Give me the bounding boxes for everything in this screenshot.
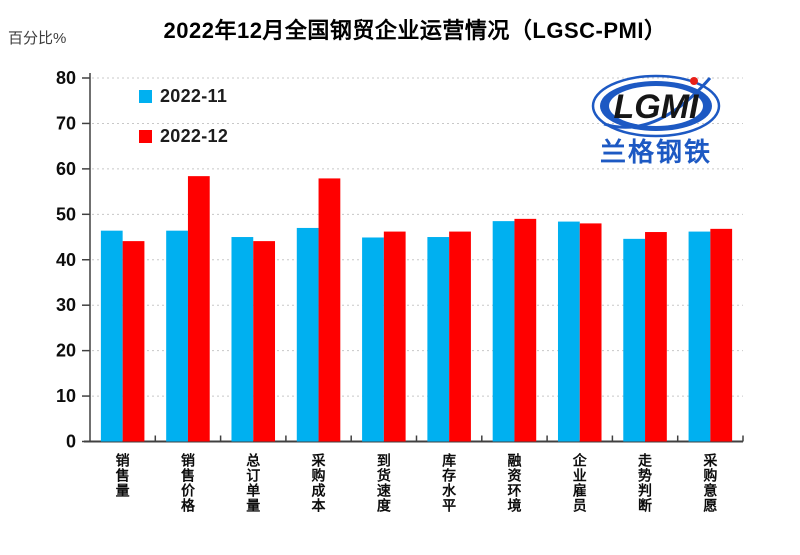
bar-2022-12-销售价格 <box>187 176 210 442</box>
y-axis-tick-label: 60 <box>56 159 76 179</box>
legend-swatch-2022-12 <box>139 129 152 143</box>
bar-2022-11-走势判断 <box>623 238 646 442</box>
x-category-label: 采购成本 <box>311 453 327 514</box>
y-axis-unit-label: 百分比% <box>8 30 67 47</box>
legend-item-2022-11: 2022-11 <box>139 85 228 107</box>
bar-2022-11-销售量 <box>100 230 123 442</box>
chart-title: 2022年12月全国钢贸企业运营情况（LGSC-PMI） <box>163 18 667 43</box>
y-axis-tick-label: 20 <box>56 341 76 361</box>
bar-2022-12-企业雇员 <box>579 223 602 442</box>
logo-text: LGMI <box>614 88 701 126</box>
legend-item-2022-12: 2022-12 <box>139 125 228 147</box>
legend-label-2022-12: 2022-12 <box>160 125 229 146</box>
bar-2022-12-采购成本 <box>318 178 341 442</box>
bar-2022-11-库存水平 <box>427 237 450 442</box>
bar-2022-11-融资环境 <box>492 221 515 442</box>
x-category-label: 走势判断 <box>638 453 653 514</box>
y-axis-tick-label: 10 <box>56 386 76 406</box>
logo-inner-highlight <box>609 86 703 126</box>
bar-2022-12-总订单量 <box>253 241 276 442</box>
lgmi-logo-graphic: LGMI 兰格钢铁 <box>591 74 721 167</box>
y-axis-tick-label: 40 <box>56 250 76 270</box>
logo-i-dot-icon <box>690 77 698 85</box>
x-category-label: 采购意愿 <box>702 453 718 514</box>
y-axis-tick-label: 30 <box>56 295 76 315</box>
bar-2022-12-到货速度 <box>383 231 406 442</box>
x-category-label: 销售量 <box>115 453 130 499</box>
bar-2022-11-总订单量 <box>231 237 254 442</box>
y-axis-tick-label: 0 <box>66 432 76 452</box>
bar-2022-12-走势判断 <box>645 232 667 442</box>
x-category-label: 总订单量 <box>246 453 260 514</box>
x-category-label: 销售价格 <box>180 453 196 514</box>
bar-2022-11-企业雇员 <box>557 221 580 442</box>
x-category-label: 到货速度 <box>376 453 392 514</box>
y-axis-tick-label: 70 <box>56 113 76 133</box>
bar-2022-11-到货速度 <box>362 237 384 442</box>
legend-swatch-2022-11 <box>139 89 152 103</box>
bar-2022-11-销售价格 <box>166 230 188 442</box>
bar-2022-12-库存水平 <box>449 231 471 442</box>
y-axis-tick-label: 80 <box>56 68 76 88</box>
bar-2022-11-采购意愿 <box>688 231 711 442</box>
x-category-label: 融资环境 <box>507 453 521 514</box>
legend-label-2022-11: 2022-11 <box>160 85 228 106</box>
bar-2022-12-销售量 <box>122 241 145 442</box>
bar-2022-12-采购意愿 <box>710 228 733 442</box>
bar-2022-12-融资环境 <box>514 218 537 442</box>
x-category-label: 库存水平 <box>442 453 457 514</box>
lgmi-logo: LGMI 兰格钢铁 <box>572 64 744 172</box>
logo-outer-ellipse <box>591 74 721 138</box>
x-category-label: 企业雇员 <box>572 453 588 514</box>
legend: 2022-11 2022-12 <box>139 85 228 165</box>
y-axis-tick-label: 50 <box>56 204 76 224</box>
logo-subtext: 兰格钢铁 <box>600 137 712 167</box>
bar-2022-11-采购成本 <box>296 227 319 442</box>
logo-swoosh <box>603 77 712 129</box>
